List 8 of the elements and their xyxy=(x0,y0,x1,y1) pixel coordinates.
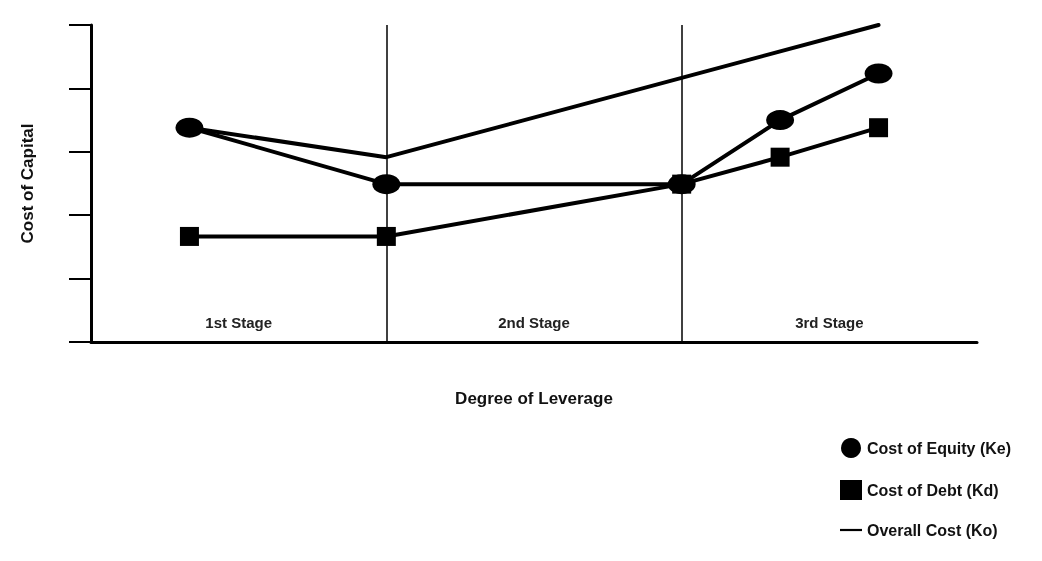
x-axis-title: Degree of Leverage xyxy=(455,389,613,408)
legend-label: Cost of Debt (Kd) xyxy=(867,481,999,499)
annotation: 1st Stage xyxy=(205,314,273,331)
y-axis-title: Cost of Capital xyxy=(18,123,37,244)
annotation: 3rd Stage xyxy=(795,314,864,331)
legend-label: Cost of Equity (Ke) xyxy=(867,439,1012,457)
annotation: 2nd Stage xyxy=(498,314,570,331)
legend-label: Overall Cost (Ko) xyxy=(867,521,998,539)
